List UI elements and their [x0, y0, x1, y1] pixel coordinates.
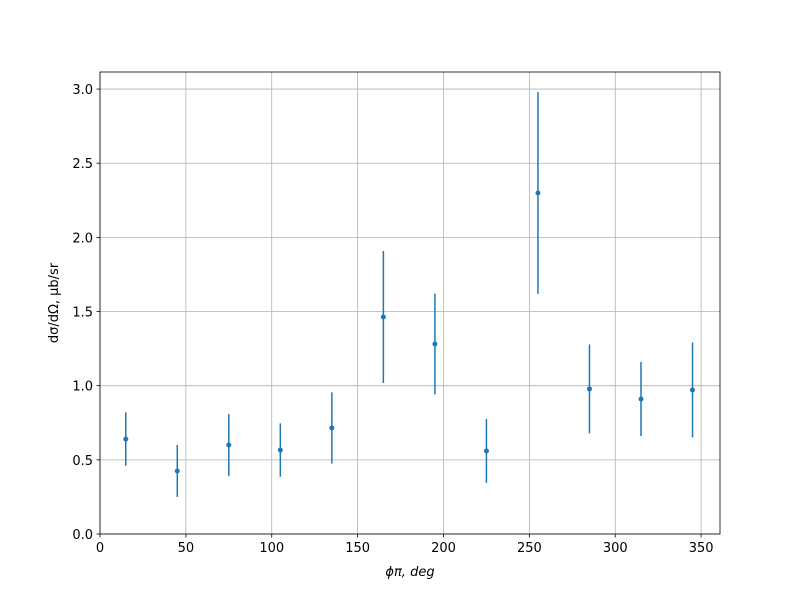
data-point: [638, 396, 644, 402]
x-tick-label: 200: [431, 541, 456, 556]
x-tick-label: 100: [259, 541, 284, 556]
plot-frame: [99, 71, 721, 535]
x-tick-label: 300: [603, 541, 628, 556]
y-tick-label: 1.0: [72, 380, 93, 395]
x-tick-label: 250: [517, 541, 542, 556]
data-point: [174, 468, 180, 474]
y-axis-label: dσ/dΩ, μb/sr: [47, 262, 62, 343]
data-point: [483, 448, 489, 454]
data-point: [226, 442, 232, 448]
y-tick-label: 2.0: [72, 231, 93, 246]
data-point: [535, 190, 541, 196]
x-axis-label: ϕπ, deg: [385, 565, 434, 580]
data-point: [690, 387, 696, 393]
data-point: [123, 436, 129, 442]
x-tick-label: 350: [689, 541, 714, 556]
x-tick-label: 0: [96, 541, 104, 556]
data-point: [586, 386, 592, 392]
y-tick-label: 3.0: [72, 83, 93, 98]
y-tick-label: 2.5: [72, 157, 93, 172]
data-point: [277, 447, 283, 453]
x-tick-label: 150: [345, 541, 370, 556]
y-tick-label: 0.0: [72, 528, 93, 543]
y-tick-label: 0.5: [72, 454, 93, 469]
data-point: [329, 425, 335, 431]
data-point: [432, 341, 438, 347]
y-tick-label: 1.5: [72, 306, 93, 321]
x-tick-label: 50: [178, 541, 195, 556]
data-point: [380, 314, 386, 320]
